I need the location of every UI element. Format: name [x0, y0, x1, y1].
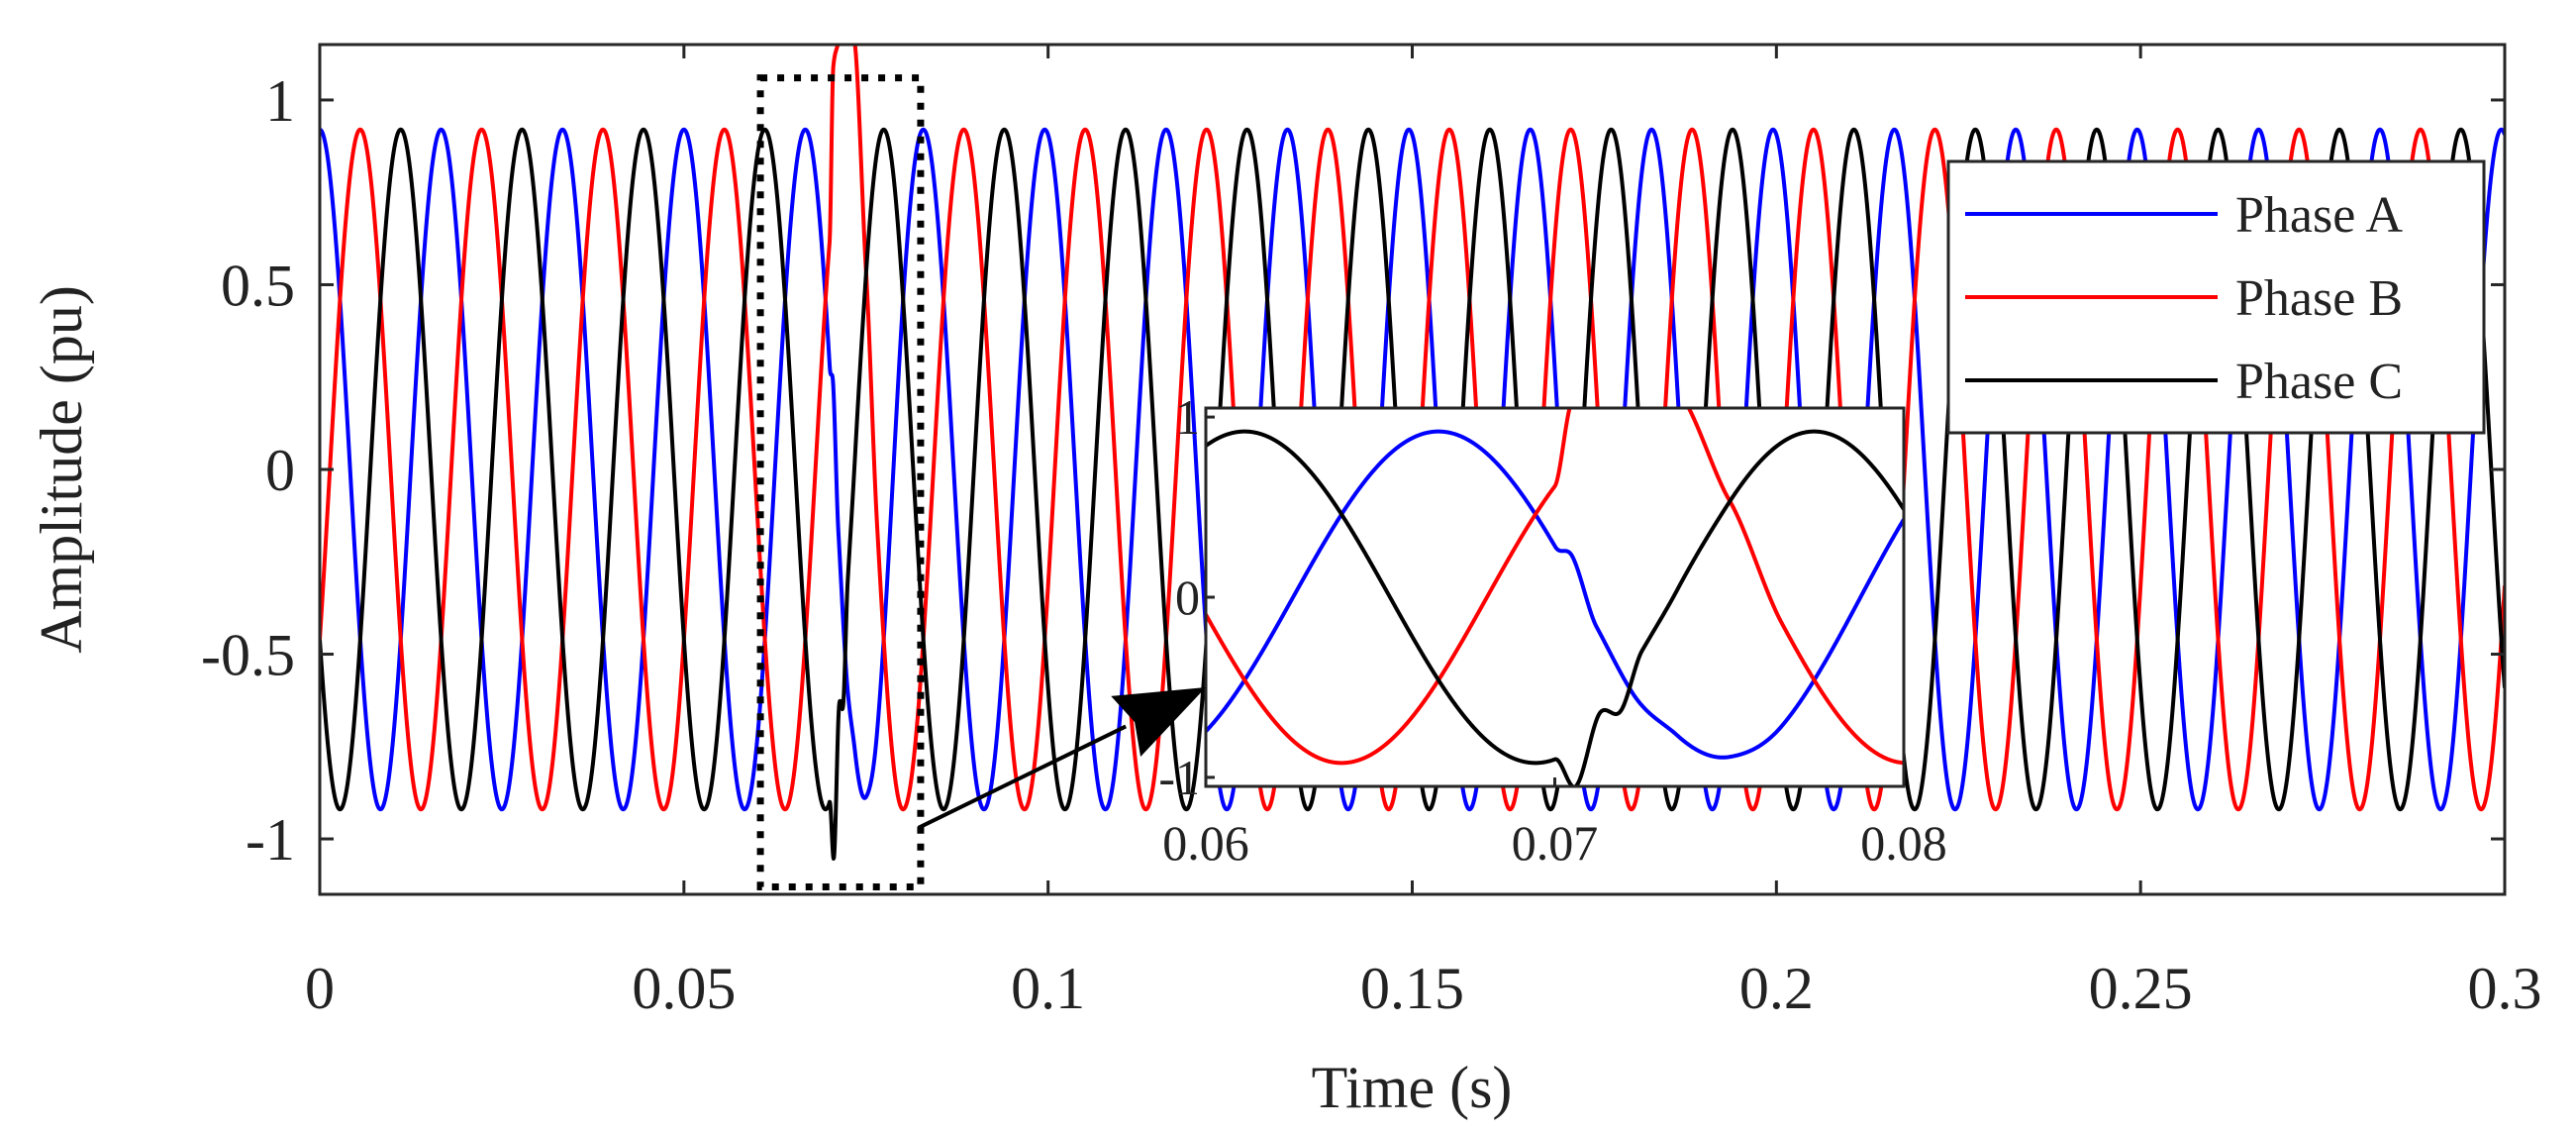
y-axis-label: Amplitude (pu)	[29, 285, 94, 654]
zoom-arrow-shaft	[917, 724, 1128, 830]
y-tick-label: 0	[265, 438, 295, 503]
legend-label-phase-b: Phase B	[2235, 270, 2403, 327]
y-tick-label: -1	[246, 807, 295, 873]
inset-series-line-phase-a	[1206, 429, 1904, 760]
inset-x-tick-label: 0.07	[1512, 815, 1599, 871]
x-tick-label: 0.15	[1360, 956, 1464, 1021]
x-axis-label: Time (s)	[1312, 1055, 1513, 1120]
inset-background	[1206, 408, 1904, 786]
x-tick-label: 0.25	[2089, 956, 2193, 1021]
inset-x-tick-label: 0.08	[1860, 815, 1947, 871]
inset-y-tick-label: 1	[1175, 389, 1200, 445]
inset-y-tick-label: -1	[1158, 750, 1200, 805]
inset-series-line-phase-c	[1206, 429, 1904, 786]
inset-y-tick-label: 0	[1175, 569, 1200, 625]
zoom-arrow-head	[1111, 686, 1206, 758]
legend-label-phase-a: Phase A	[2235, 187, 2403, 244]
zoom-arrow	[917, 686, 1206, 830]
inset-ticks: 0.06 0.07 0.08 1 0 -1	[1158, 389, 1946, 871]
zoom-region-box	[756, 74, 925, 891]
y-tick-label: 1	[265, 68, 295, 134]
main-ticks: 0 0.05 0.1 0.15 0.2 0.25 0.3 1 0.5 0 -0.5 -1	[201, 45, 2542, 1021]
x-tick-label: 0.3	[2468, 956, 2542, 1021]
inset-x-tick-label: 0.06	[1162, 815, 1249, 871]
inset-series-line-phase-b	[1206, 408, 1904, 766]
x-tick-label: 0	[305, 956, 335, 1021]
y-tick-label: -0.5	[201, 623, 295, 688]
legend: Phase A Phase B Phase C	[1946, 159, 2486, 435]
x-tick-label: 0.05	[632, 956, 736, 1021]
inset-axes: 0.06 0.07 0.08 1 0 -1	[1158, 389, 1946, 871]
x-tick-label: 0.1	[1011, 956, 1085, 1021]
y-tick-label: 0.5	[221, 253, 295, 318]
series-line-phase-a	[320, 127, 2505, 812]
x-tick-label: 0.2	[1739, 956, 1814, 1021]
inset-plot-lines	[1206, 408, 1904, 786]
legend-label-phase-c: Phase C	[2235, 354, 2403, 410]
